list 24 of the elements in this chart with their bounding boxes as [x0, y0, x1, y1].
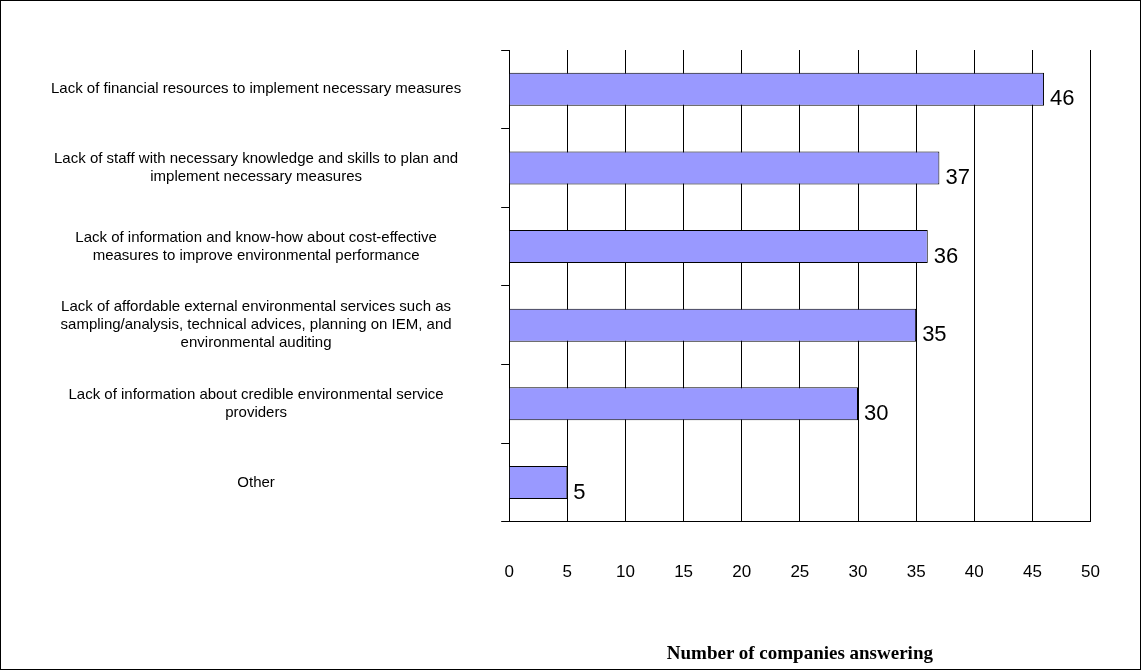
x-tick-label: 35 [906, 561, 926, 581]
x-tick-label: 50 [1081, 561, 1101, 581]
y-tick-label: Other [237, 472, 275, 490]
x-tick-label: 30 [848, 561, 868, 581]
y-tick-label: Lack of staff with necessary knowledge and skills to plan and implement necessary measures [54, 149, 459, 185]
x-tick-label: 25 [790, 561, 810, 581]
x-tick-label: 45 [1022, 561, 1042, 581]
y-tick-label: Lack of information and know-how about cost-effective measures to improve environmental performance [75, 227, 437, 263]
data-label: 5 [573, 478, 586, 504]
x-tick-label: 0 [504, 561, 514, 581]
x-tick-label: 40 [964, 561, 984, 581]
y-tick-label: Lack of information about credible environmental service providers [68, 384, 444, 420]
data-label: 36 [933, 242, 959, 268]
y-tick-label: Lack of affordable external environmental services such as sampling/analysis, technical advices, planning on IEM, and environmental auditing [60, 297, 452, 351]
data-label: 37 [945, 164, 970, 190]
y-tick-label: Lack of financial resources to implement necessary measures [51, 79, 462, 97]
data-label: 30 [864, 399, 889, 425]
data-label: 46 [1050, 85, 1075, 111]
x-tick-label: 20 [732, 561, 752, 581]
data-label: 35 [922, 321, 947, 347]
x-tick-label: 15 [674, 561, 694, 581]
x-tick-label: 10 [616, 561, 635, 581]
x-axis-title: Number of companies answering [666, 641, 934, 663]
x-tick-label: 5 [562, 561, 573, 581]
